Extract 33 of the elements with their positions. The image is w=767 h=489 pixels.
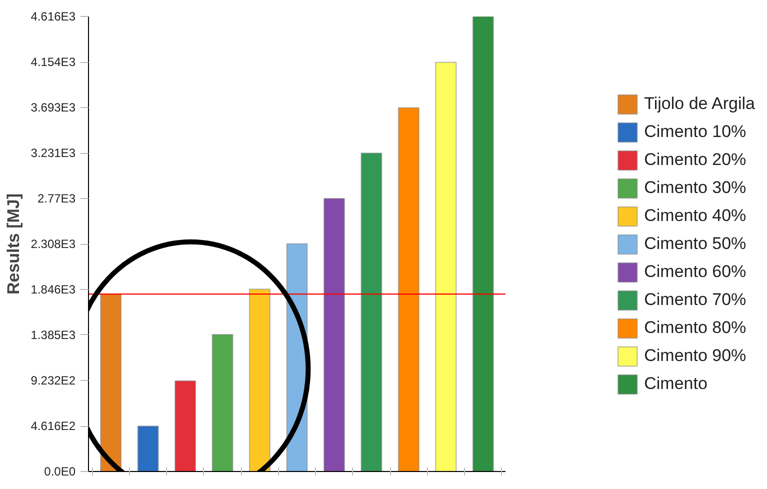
legend-label: Cimento 60% — [644, 262, 746, 282]
bar — [435, 62, 457, 472]
y-tick-label: 4.616E2 — [30, 419, 76, 433]
y-axis-title: Results [MJ] — [4, 193, 23, 295]
y-tick-label: 2.308E3 — [30, 237, 76, 251]
y-tick-label: 3.693E3 — [30, 100, 76, 114]
bar — [100, 294, 122, 472]
bar — [398, 107, 420, 472]
y-tick-label: 1.846E3 — [30, 282, 76, 297]
bar — [174, 380, 196, 472]
legend-label: Cimento 20% — [644, 150, 746, 170]
legend-label: Cimento 50% — [644, 234, 746, 254]
y-tick-label: 9.232E2 — [30, 374, 76, 388]
legend-label: Cimento — [644, 374, 708, 394]
legend-label: Cimento 40% — [644, 206, 746, 226]
bar — [472, 16, 494, 472]
bar — [249, 288, 270, 472]
legend-label: Tijolo de Argila — [644, 94, 755, 114]
legend-label: Cimento 90% — [644, 346, 746, 366]
legend-label: Cimento 10% — [644, 122, 746, 142]
y-tick-label: 0.0E0 — [44, 464, 76, 478]
y-tick-label: 2.77E3 — [37, 191, 76, 206]
bar — [323, 198, 345, 472]
legend-label: Cimento 70% — [644, 290, 746, 310]
bar — [360, 152, 382, 472]
bar — [212, 334, 234, 472]
y-tick-label: 4.616E3 — [30, 10, 76, 24]
legend-label: Cimento 30% — [644, 178, 746, 198]
bar — [137, 426, 159, 472]
y-tick-label: 3.231E3 — [30, 146, 76, 160]
y-tick-label: 4.154E3 — [30, 55, 76, 70]
legend-label: Cimento 80% — [644, 318, 746, 338]
y-tick-label: 1.385E3 — [30, 328, 76, 342]
